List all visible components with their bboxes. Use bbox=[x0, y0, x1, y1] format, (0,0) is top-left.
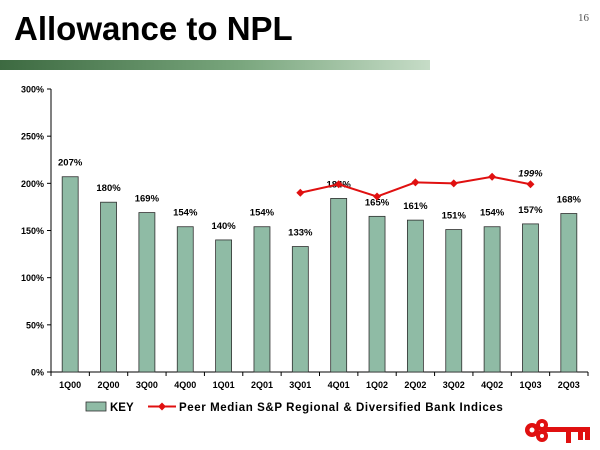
peer-point-1Q02 bbox=[373, 192, 382, 201]
legend-swatch-peer-marker bbox=[158, 402, 166, 411]
bar-label-1Q01: 140% bbox=[211, 221, 236, 232]
bar-3Q02 bbox=[445, 229, 463, 373]
peer-point-1Q03 bbox=[526, 180, 535, 189]
bar-label-1Q02: 165% bbox=[365, 197, 390, 208]
x-tick-label-2Q00: 2Q00 bbox=[98, 380, 120, 390]
y-tick-label: 0% bbox=[31, 368, 44, 378]
bar-data-labels: 207%180%169%154%140%154%133%184%165%161%… bbox=[58, 158, 581, 239]
bar-4Q01 bbox=[330, 198, 348, 373]
bar-series bbox=[61, 176, 578, 373]
x-tick-label-4Q01: 4Q01 bbox=[328, 380, 350, 390]
peer-label-1Q03: 199% bbox=[518, 168, 543, 179]
x-tick-label-4Q00: 4Q00 bbox=[174, 380, 196, 390]
bar-label-1Q00: 207% bbox=[58, 158, 83, 169]
x-tick-label-3Q00: 3Q00 bbox=[136, 380, 158, 390]
x-tick-label-1Q01: 1Q01 bbox=[213, 380, 235, 390]
chart-axes bbox=[47, 88, 589, 376]
x-tick-label-4Q02: 4Q02 bbox=[481, 380, 503, 390]
x-tick-label-2Q03: 2Q03 bbox=[558, 380, 580, 390]
bar-2Q01 bbox=[253, 226, 271, 373]
y-tick-label: 50% bbox=[26, 320, 44, 330]
bar-2Q03 bbox=[560, 213, 578, 373]
bar-1Q02 bbox=[368, 215, 386, 373]
bar-label-4Q00: 154% bbox=[173, 208, 198, 219]
bar-label-2Q03: 168% bbox=[557, 195, 582, 206]
bar-4Q02 bbox=[483, 226, 501, 373]
bar-label-3Q02: 151% bbox=[442, 211, 467, 222]
legend-label-key: KEY bbox=[110, 402, 134, 414]
peer-point-2Q02 bbox=[411, 178, 420, 187]
page-title: Allowance to NPL bbox=[14, 10, 293, 47]
bar-3Q01 bbox=[291, 246, 309, 373]
legend-swatch-key bbox=[85, 401, 107, 412]
y-tick-labels: 0% 50% 100% 150% 200% 250% 300% bbox=[21, 85, 44, 378]
line-series: 199% bbox=[296, 168, 543, 201]
chart-legend: KEY Peer Median S&P Regional & Diversifie… bbox=[85, 401, 503, 414]
bar-label-4Q02: 154% bbox=[480, 208, 505, 219]
bar-2Q02 bbox=[406, 219, 424, 373]
y-tick-label: 100% bbox=[21, 273, 44, 283]
x-tick-label-2Q02: 2Q02 bbox=[404, 380, 426, 390]
key-logo-icon bbox=[525, 419, 590, 443]
bar-4Q00 bbox=[176, 226, 194, 373]
page-number: 16 bbox=[578, 12, 589, 24]
bar-label-2Q02: 161% bbox=[403, 201, 428, 212]
x-tick-label-3Q01: 3Q01 bbox=[289, 380, 311, 390]
bar-label-2Q01: 154% bbox=[250, 208, 275, 219]
x-tick-label-3Q02: 3Q02 bbox=[443, 380, 465, 390]
x-tick-labels: 1Q00 2Q00 3Q00 4Q00 1Q01 2Q01 3Q01 4Q01 1Q02 2Q02… bbox=[59, 380, 580, 390]
bar-label-2Q00: 180% bbox=[96, 183, 121, 194]
peer-point-3Q01 bbox=[296, 188, 305, 197]
bar-label-1Q03: 157% bbox=[518, 205, 543, 216]
bar-3Q00 bbox=[138, 212, 156, 373]
y-tick-label: 250% bbox=[21, 132, 44, 142]
bar-label-3Q00: 169% bbox=[135, 194, 160, 205]
title-underline-bar bbox=[0, 60, 430, 70]
y-tick-label: 150% bbox=[21, 226, 44, 236]
peer-point-4Q02 bbox=[488, 172, 497, 181]
x-tick-label-1Q00: 1Q00 bbox=[59, 380, 81, 390]
y-tick-label: 200% bbox=[21, 179, 44, 189]
bar-2Q00 bbox=[100, 201, 117, 373]
bar-1Q01 bbox=[215, 239, 233, 373]
y-tick-label: 300% bbox=[21, 85, 44, 95]
x-tick-label-1Q02: 1Q02 bbox=[366, 380, 388, 390]
bar-1Q00 bbox=[61, 176, 79, 373]
x-tick-label-2Q01: 2Q01 bbox=[251, 380, 273, 390]
bar-1Q03 bbox=[522, 223, 539, 373]
bar-label-3Q01: 133% bbox=[288, 228, 313, 239]
peer-point-4Q01 bbox=[334, 180, 343, 189]
legend-label-peer: Peer Median S&P Regional & Diversified B… bbox=[179, 402, 503, 414]
x-tick-label-1Q03: 1Q03 bbox=[519, 380, 541, 390]
peer-point-3Q02 bbox=[449, 179, 458, 188]
